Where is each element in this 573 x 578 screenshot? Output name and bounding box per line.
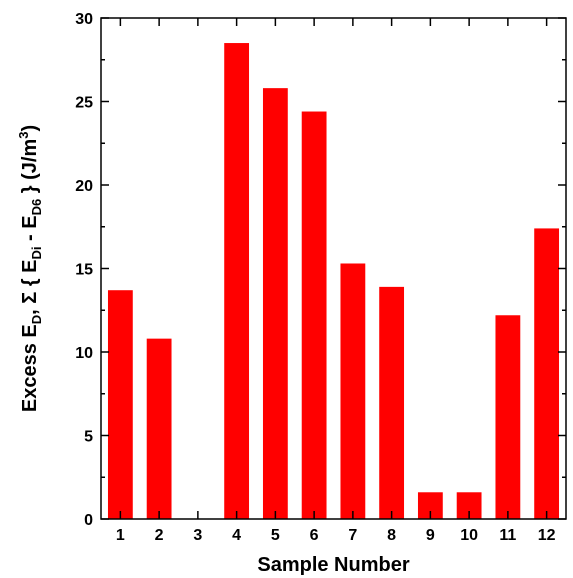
y-tick-label: 0 xyxy=(84,512,93,529)
bar-6 xyxy=(301,111,327,520)
y-tick-label: 15 xyxy=(75,262,93,279)
x-axis-title: Sample Number xyxy=(257,554,409,576)
x-tick-label: 5 xyxy=(271,527,280,544)
y-tick-label: 25 xyxy=(75,95,93,112)
bar-7 xyxy=(340,263,366,519)
x-tick-label: 7 xyxy=(348,527,357,544)
bar-2 xyxy=(146,338,172,519)
y-tick-label: 10 xyxy=(75,345,93,362)
bar-5 xyxy=(262,88,288,519)
x-tick-label: 11 xyxy=(499,527,516,544)
ticks-group xyxy=(101,17,566,520)
y-tick-label: 20 xyxy=(75,178,93,195)
bar-12 xyxy=(534,228,560,520)
y-tick-label: 5 xyxy=(84,429,93,446)
x-tick-label: 8 xyxy=(387,527,396,544)
bar-8 xyxy=(379,286,405,519)
y-tick-label: 30 xyxy=(75,11,93,28)
x-tick-label: 4 xyxy=(232,527,241,544)
bars-group xyxy=(107,43,560,520)
x-tick-label: 9 xyxy=(426,527,435,544)
bar-11 xyxy=(495,315,521,519)
x-tick-label: 2 xyxy=(155,527,164,544)
x-tick-label: 6 xyxy=(310,527,319,544)
x-tick-label: 3 xyxy=(193,527,202,544)
x-tick-label: 1 xyxy=(116,527,125,544)
bar-4 xyxy=(224,43,250,520)
x-tick-label: 10 xyxy=(460,527,478,544)
y-axis-title: Excess ED, Σ { EDi - ED6 } (J/m3) xyxy=(16,125,44,412)
bar-1 xyxy=(107,290,133,519)
x-tick-label: 12 xyxy=(538,527,556,544)
